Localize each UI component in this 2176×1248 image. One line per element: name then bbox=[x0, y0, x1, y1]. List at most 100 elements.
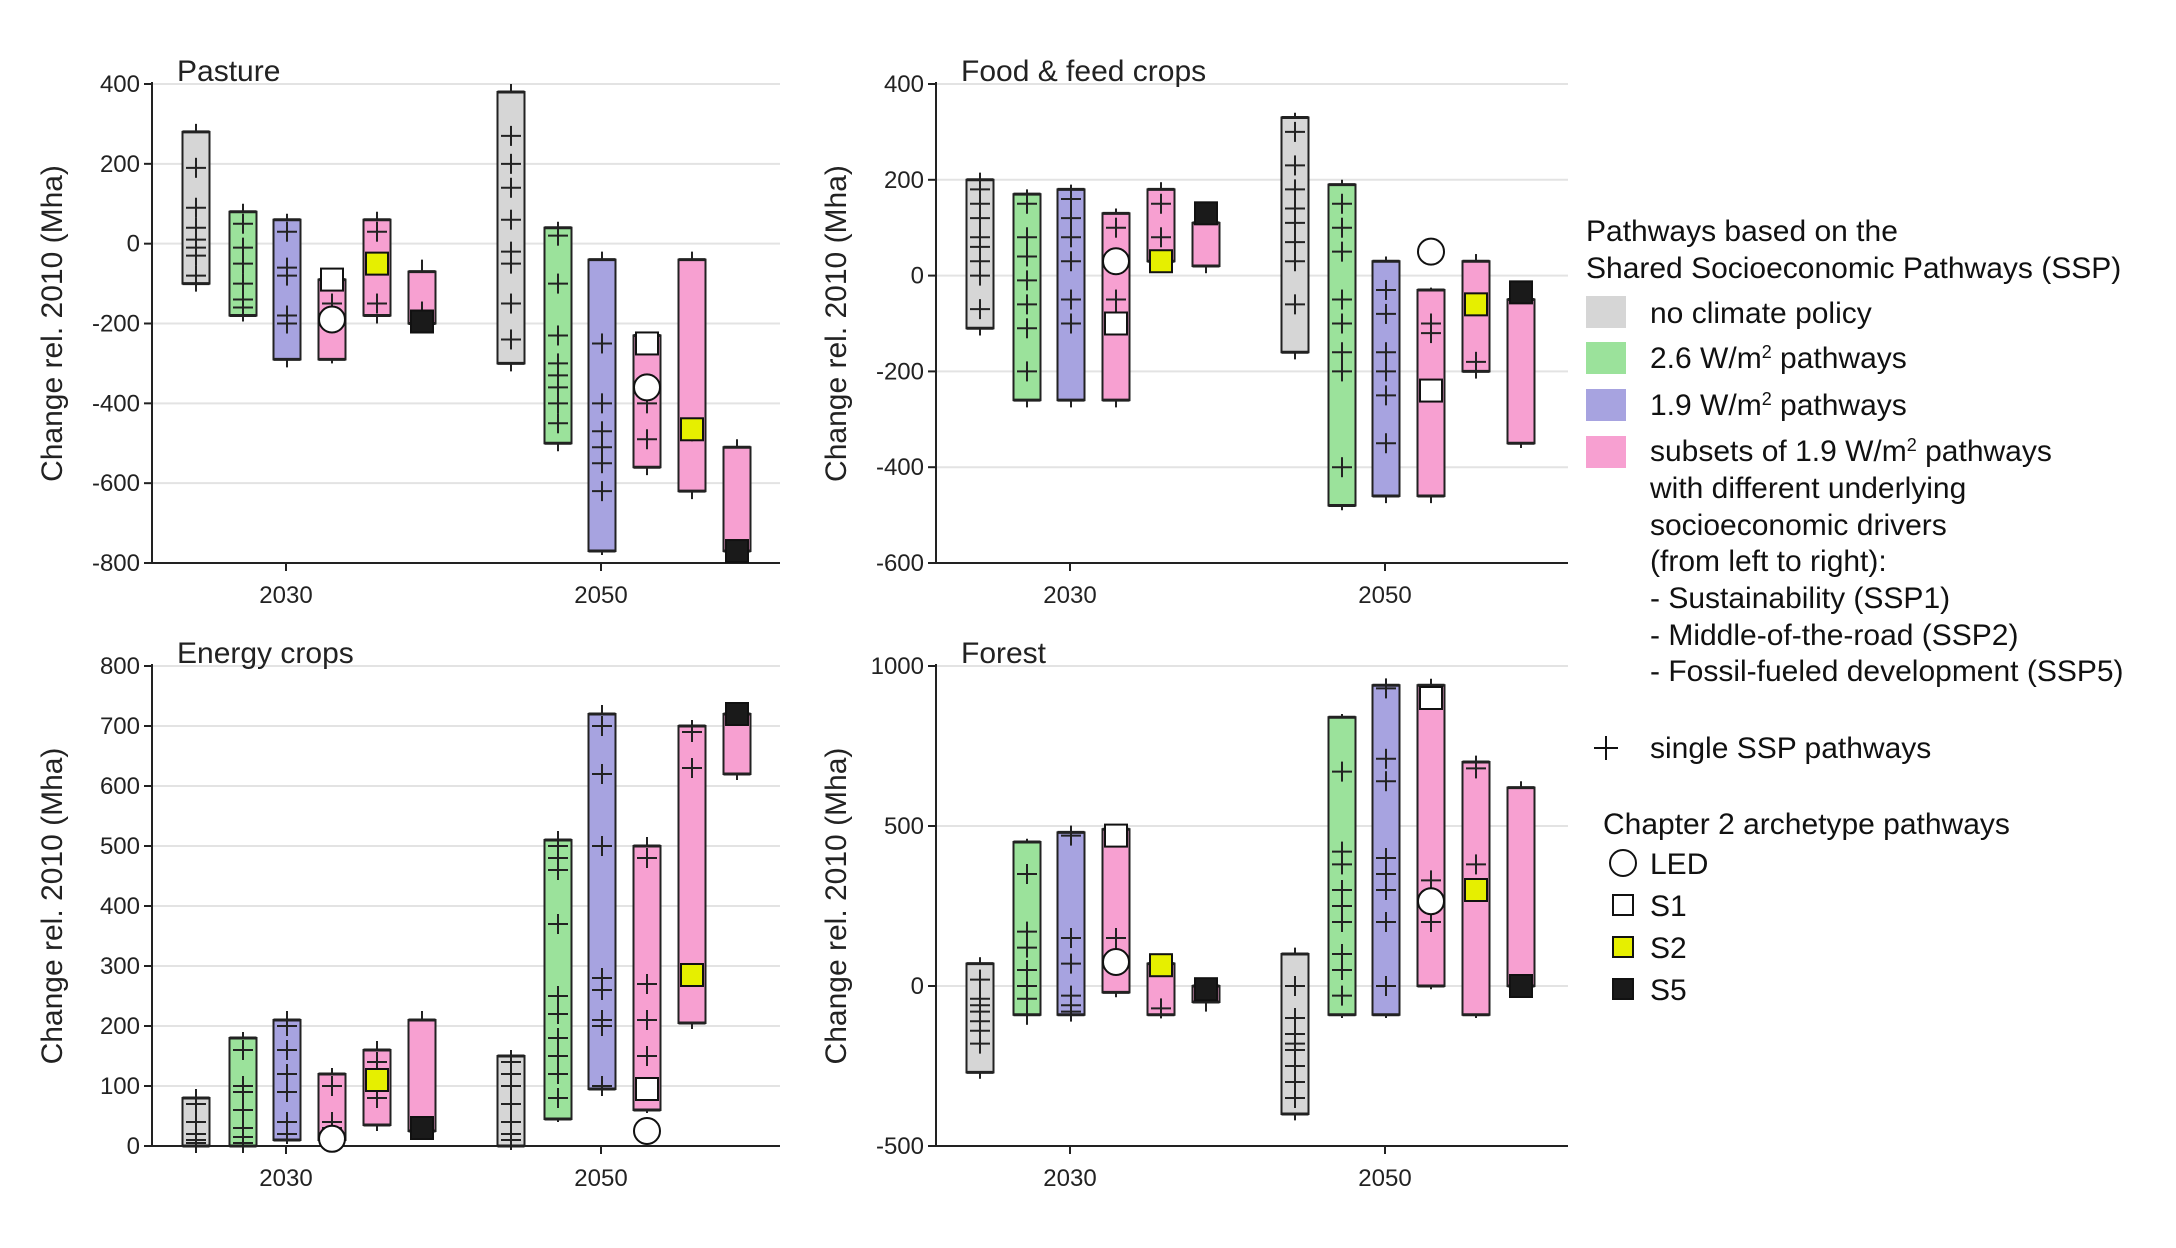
s2-marker bbox=[365, 1068, 389, 1092]
panel-title: Pasture bbox=[177, 55, 280, 88]
pathway-box-w26 bbox=[543, 221, 573, 452]
pathway-box-no_policy bbox=[496, 1050, 526, 1150]
s1-marker bbox=[635, 331, 659, 356]
pathway-box-no_policy bbox=[496, 84, 526, 372]
y-tick-label: 300 bbox=[100, 953, 140, 980]
x-tick-label: 2030 bbox=[259, 582, 312, 609]
pathway-box-no_policy bbox=[965, 172, 995, 336]
y-tick-label: 0 bbox=[127, 231, 140, 258]
legend-s2-icon bbox=[1612, 936, 1634, 958]
y-tick-label: 0 bbox=[911, 263, 924, 290]
pathway-box-subset bbox=[407, 1011, 437, 1140]
y-tick-label: 500 bbox=[884, 813, 924, 840]
s2-marker bbox=[1149, 953, 1173, 978]
pathway-box-w26 bbox=[228, 1032, 258, 1153]
pathway-box-no_policy bbox=[181, 1089, 211, 1153]
range-box bbox=[1056, 831, 1086, 1016]
legend-s1-icon bbox=[1612, 894, 1634, 916]
y-tick-label: 100 bbox=[100, 1073, 140, 1100]
pathway-box-subset bbox=[317, 267, 347, 364]
legend-sup: 2 bbox=[1762, 389, 1772, 409]
pathway-box-w26 bbox=[1327, 714, 1357, 1018]
y-tick-label: 400 bbox=[100, 71, 140, 98]
y-tick-label: -600 bbox=[92, 470, 140, 497]
pathway-box-subset bbox=[1506, 280, 1536, 449]
y-tick-label: 600 bbox=[100, 773, 140, 800]
led-marker bbox=[1417, 887, 1445, 916]
legend-sup: 2 bbox=[1762, 342, 1772, 362]
pathway-box-subset bbox=[1461, 254, 1491, 379]
pathway-box-w19 bbox=[272, 1011, 302, 1144]
legend-label-subset-3: socioeconomic drivers bbox=[1650, 509, 1947, 542]
y-tick-label: 0 bbox=[127, 1133, 140, 1160]
pathway-box-subset bbox=[1101, 208, 1131, 408]
range-box bbox=[1506, 298, 1536, 445]
x-tick-label: 2050 bbox=[574, 1165, 627, 1192]
legend-label-s5: S5 bbox=[1650, 974, 1687, 1007]
legend-label-2-6-text: 2.6 W/m bbox=[1650, 342, 1762, 375]
range-box bbox=[407, 1019, 437, 1132]
y-tick-label: 400 bbox=[100, 893, 140, 920]
s5-marker bbox=[410, 309, 434, 334]
pathway-box-subset bbox=[1416, 678, 1446, 990]
range-box bbox=[1416, 684, 1446, 987]
y-tick-label: 500 bbox=[100, 833, 140, 860]
pathway-box-subset bbox=[1461, 755, 1491, 1018]
legend-label-subset-1: subsets of 1.9 W/m2 pathways bbox=[1650, 435, 2052, 468]
pathway-box-subset bbox=[1191, 201, 1221, 274]
legend-label-subset-7: - Fossil-fueled development (SSP5) bbox=[1650, 655, 2124, 688]
x-tick-label: 2050 bbox=[574, 582, 627, 609]
legend-cross-icon bbox=[1594, 736, 1618, 760]
legend-swatch-subset bbox=[1586, 436, 1626, 468]
panel-forest: -500 0 500 1000 2030 2050 Forest Change rel. 20… bbox=[820, 637, 1568, 1192]
legend-heading-line2: Shared Socioeconomic Pathways (SSP) bbox=[1586, 252, 2121, 285]
legend: Pathways based on the Shared Socioeconom… bbox=[1586, 215, 2124, 1007]
pathway-box-subset bbox=[1191, 977, 1221, 1012]
y-tick-label: -400 bbox=[92, 390, 140, 417]
y-axis-label: Change rel. 2010 (Mha) bbox=[36, 165, 69, 482]
led-marker bbox=[318, 305, 346, 334]
legend-swatch-no-policy bbox=[1586, 296, 1626, 328]
s5-marker bbox=[1509, 974, 1533, 998]
pathway-box-subset bbox=[632, 837, 662, 1145]
y-tick-label: 0 bbox=[911, 973, 924, 1000]
pathway-box-subset bbox=[677, 251, 707, 500]
legend-label-subset-text: subsets of 1.9 W/m bbox=[1650, 435, 1907, 468]
legend-swatch-2-6 bbox=[1586, 342, 1626, 374]
s5-marker bbox=[725, 702, 749, 726]
s5-marker bbox=[1194, 977, 1218, 1002]
pathway-box-subset bbox=[1101, 823, 1131, 998]
legend-label-s2: S2 bbox=[1650, 932, 1687, 965]
y-tick-label: 200 bbox=[884, 167, 924, 194]
s1-marker bbox=[1104, 823, 1128, 848]
y-tick-label: 700 bbox=[100, 713, 140, 740]
y-tick-label: -400 bbox=[876, 454, 924, 481]
x-tick-label: 2030 bbox=[1043, 582, 1096, 609]
led-marker bbox=[1102, 247, 1130, 276]
pathway-box-w19 bbox=[1371, 678, 1401, 1018]
pathway-box-no_policy bbox=[965, 957, 995, 1079]
legend-label-1-9: 1.9 W/m2 pathways bbox=[1650, 389, 1907, 422]
s2-marker bbox=[1464, 292, 1488, 317]
s2-marker bbox=[680, 417, 704, 442]
s1-marker bbox=[1104, 311, 1128, 336]
legend-label-2-6: 2.6 W/m2 pathways bbox=[1650, 342, 1907, 375]
s5-marker bbox=[1194, 201, 1218, 226]
pathway-box-subset bbox=[722, 439, 752, 564]
pathway-box-subset bbox=[632, 331, 662, 476]
led-marker bbox=[1417, 237, 1445, 266]
x-tick-label: 2050 bbox=[1358, 582, 1411, 609]
pathway-box-w19 bbox=[272, 213, 302, 368]
y-axis-label: Change rel. 2010 (Mha) bbox=[820, 165, 853, 482]
panel-energy-crops: 0 100 200 300 400 500 600 700 800 2030 2050 Energy … bbox=[36, 637, 780, 1192]
s1-marker bbox=[320, 267, 344, 292]
range-box bbox=[677, 258, 707, 493]
legend-heading-line1: Pathways based on the bbox=[1586, 215, 1898, 248]
legend-label-subset-2: with different underlying bbox=[1649, 472, 1966, 505]
pathway-box-subset bbox=[677, 720, 707, 1029]
pathway-box-w26 bbox=[1012, 838, 1042, 1025]
y-axis-label: Change rel. 2010 (Mha) bbox=[820, 748, 853, 1065]
pathway-box-no_policy bbox=[181, 123, 211, 292]
pathway-box-w26 bbox=[1327, 179, 1357, 511]
